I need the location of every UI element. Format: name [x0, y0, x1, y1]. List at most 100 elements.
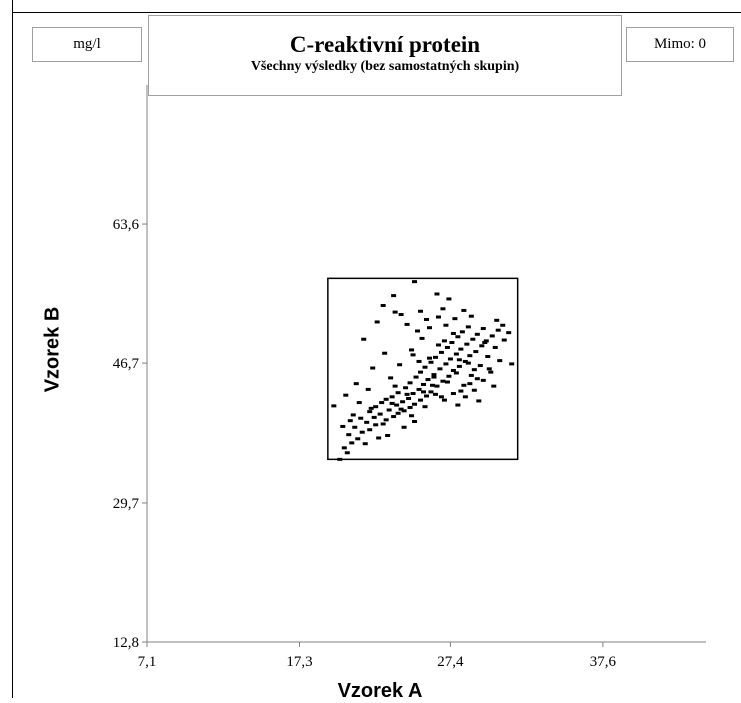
data-point	[380, 303, 386, 307]
data-point	[412, 402, 418, 406]
data-point	[495, 328, 501, 332]
data-point	[416, 359, 422, 363]
data-point	[370, 366, 376, 370]
data-point	[456, 358, 462, 362]
chart-subtitle: Všechny výsledky (bez samostatných skupi…	[250, 59, 520, 74]
data-point	[398, 407, 404, 411]
data-point	[434, 384, 440, 388]
data-point	[441, 398, 447, 402]
y-tick-label: 63,6	[113, 217, 140, 233]
data-point	[388, 376, 394, 380]
data-point	[418, 398, 424, 402]
data-point	[438, 350, 444, 354]
data-point	[435, 343, 441, 347]
data-point	[443, 362, 449, 366]
data-point	[344, 451, 350, 455]
data-point	[392, 384, 398, 388]
x-ticks: 7,1 17,3 27,4 37,6	[138, 642, 616, 670]
y-axis-label: Vzorek B	[41, 306, 64, 393]
data-point	[450, 331, 456, 335]
data-point	[480, 327, 486, 331]
data-point	[431, 373, 437, 377]
unit-label: mg/l	[32, 27, 142, 62]
data-point	[453, 352, 459, 356]
data-point	[371, 415, 377, 419]
data-point	[343, 393, 349, 397]
data-point	[395, 411, 401, 415]
data-point	[473, 350, 479, 354]
data-point	[412, 420, 418, 424]
data-point	[471, 368, 477, 372]
data-point	[398, 313, 404, 317]
data-point	[465, 325, 471, 329]
data-point	[401, 425, 407, 429]
data-point	[424, 394, 429, 398]
x-axis-label: Vzorek A	[337, 680, 423, 702]
data-point	[380, 422, 386, 426]
data-point	[416, 387, 422, 391]
data-point	[497, 359, 503, 363]
data-point	[379, 401, 385, 405]
data-point	[488, 370, 494, 374]
data-point	[340, 424, 346, 428]
data-point	[474, 332, 480, 336]
data-point	[461, 383, 467, 387]
data-point	[424, 317, 429, 321]
data-point	[506, 331, 512, 335]
data-point	[410, 392, 416, 396]
data-point	[373, 423, 379, 427]
data-point	[450, 368, 456, 372]
data-point	[397, 363, 403, 367]
data-point	[355, 437, 361, 441]
data-point	[441, 339, 447, 343]
outside-count-label: Mimo: 0	[626, 27, 734, 62]
data-point	[444, 345, 450, 349]
data-point	[483, 339, 489, 343]
data-point	[456, 364, 462, 368]
data-point	[431, 375, 437, 379]
data-point	[394, 403, 400, 407]
data-point	[412, 280, 418, 284]
data-points	[331, 280, 515, 461]
corner-tick	[12, 0, 13, 12]
data-point	[368, 406, 374, 410]
chart-title: C-reaktivní protein	[289, 32, 481, 57]
data-point	[418, 309, 424, 313]
data-point	[359, 430, 365, 434]
data-point	[428, 390, 434, 394]
data-point	[467, 354, 473, 358]
data-point	[482, 341, 488, 345]
data-point	[421, 382, 427, 386]
data-point	[429, 383, 435, 387]
data-point	[364, 420, 370, 424]
data-point	[353, 382, 359, 386]
data-point	[349, 441, 355, 445]
data-point	[418, 370, 424, 374]
data-point	[413, 375, 419, 379]
data-point	[410, 353, 416, 357]
data-point	[470, 337, 476, 341]
data-point	[435, 315, 441, 319]
acceptance-box	[327, 277, 519, 461]
data-point	[438, 395, 444, 399]
data-point	[347, 419, 353, 423]
data-point	[444, 380, 450, 384]
data-point	[404, 322, 410, 326]
data-point	[455, 335, 461, 339]
data-point	[419, 336, 425, 340]
data-point	[440, 379, 446, 383]
chart-frame	[12, 12, 741, 698]
data-point	[461, 308, 467, 312]
data-point	[479, 344, 485, 348]
data-point	[485, 355, 491, 359]
data-point	[385, 433, 391, 437]
data-point	[383, 397, 389, 401]
data-point	[474, 377, 480, 381]
data-point	[367, 410, 373, 414]
data-point	[458, 389, 464, 393]
data-point	[462, 395, 468, 399]
data-point	[352, 425, 358, 429]
data-point	[477, 364, 483, 368]
data-point	[377, 412, 383, 416]
